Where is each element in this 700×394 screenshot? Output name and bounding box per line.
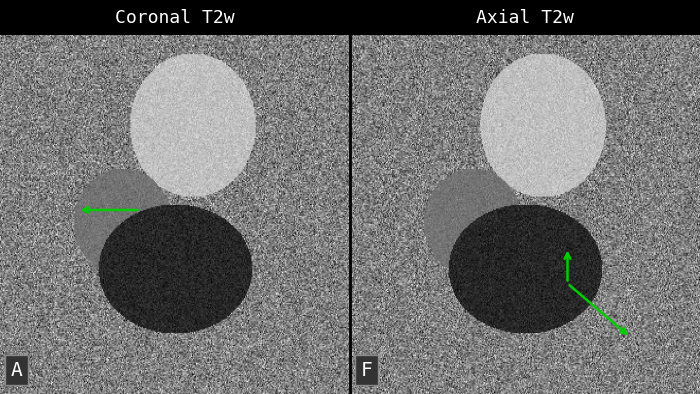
Text: Coronal T2w: Coronal T2w xyxy=(116,9,234,27)
Text: Axial T2w: Axial T2w xyxy=(476,9,574,27)
Text: F: F xyxy=(360,361,372,380)
Text: A: A xyxy=(10,361,22,380)
